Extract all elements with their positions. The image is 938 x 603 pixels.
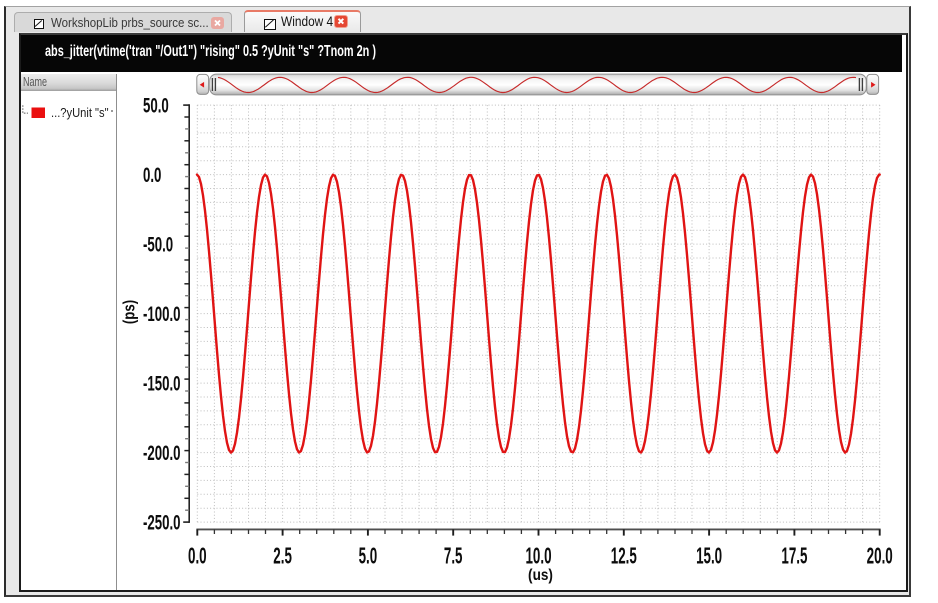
svg-text:-250.0: -250.0 [143,510,181,534]
svg-text:12.5: 12.5 [611,544,637,570]
svg-text:50.0: 50.0 [143,93,169,117]
svg-text:0.0: 0.0 [188,544,207,570]
svg-text:-200.0: -200.0 [143,441,181,465]
svg-text:-50.0: -50.0 [143,232,173,256]
svg-text:-150.0: -150.0 [143,371,181,395]
svg-text:-100.0: -100.0 [143,302,181,326]
svg-text:...?yUnit "s": ...?yUnit "s" [51,105,109,120]
svg-text:17.5: 17.5 [781,544,807,570]
svg-text:20.0: 20.0 [867,544,893,570]
svg-text:2.5: 2.5 [273,544,292,570]
svg-text:10.0: 10.0 [525,544,551,570]
svg-text:7.5: 7.5 [444,544,463,570]
svg-text:(us): (us) [528,567,553,584]
svg-text:(ps): (ps) [120,300,139,324]
svg-text:5.0: 5.0 [359,544,378,570]
svg-text:15.0: 15.0 [696,544,722,570]
svg-text:0.0: 0.0 [143,163,162,187]
